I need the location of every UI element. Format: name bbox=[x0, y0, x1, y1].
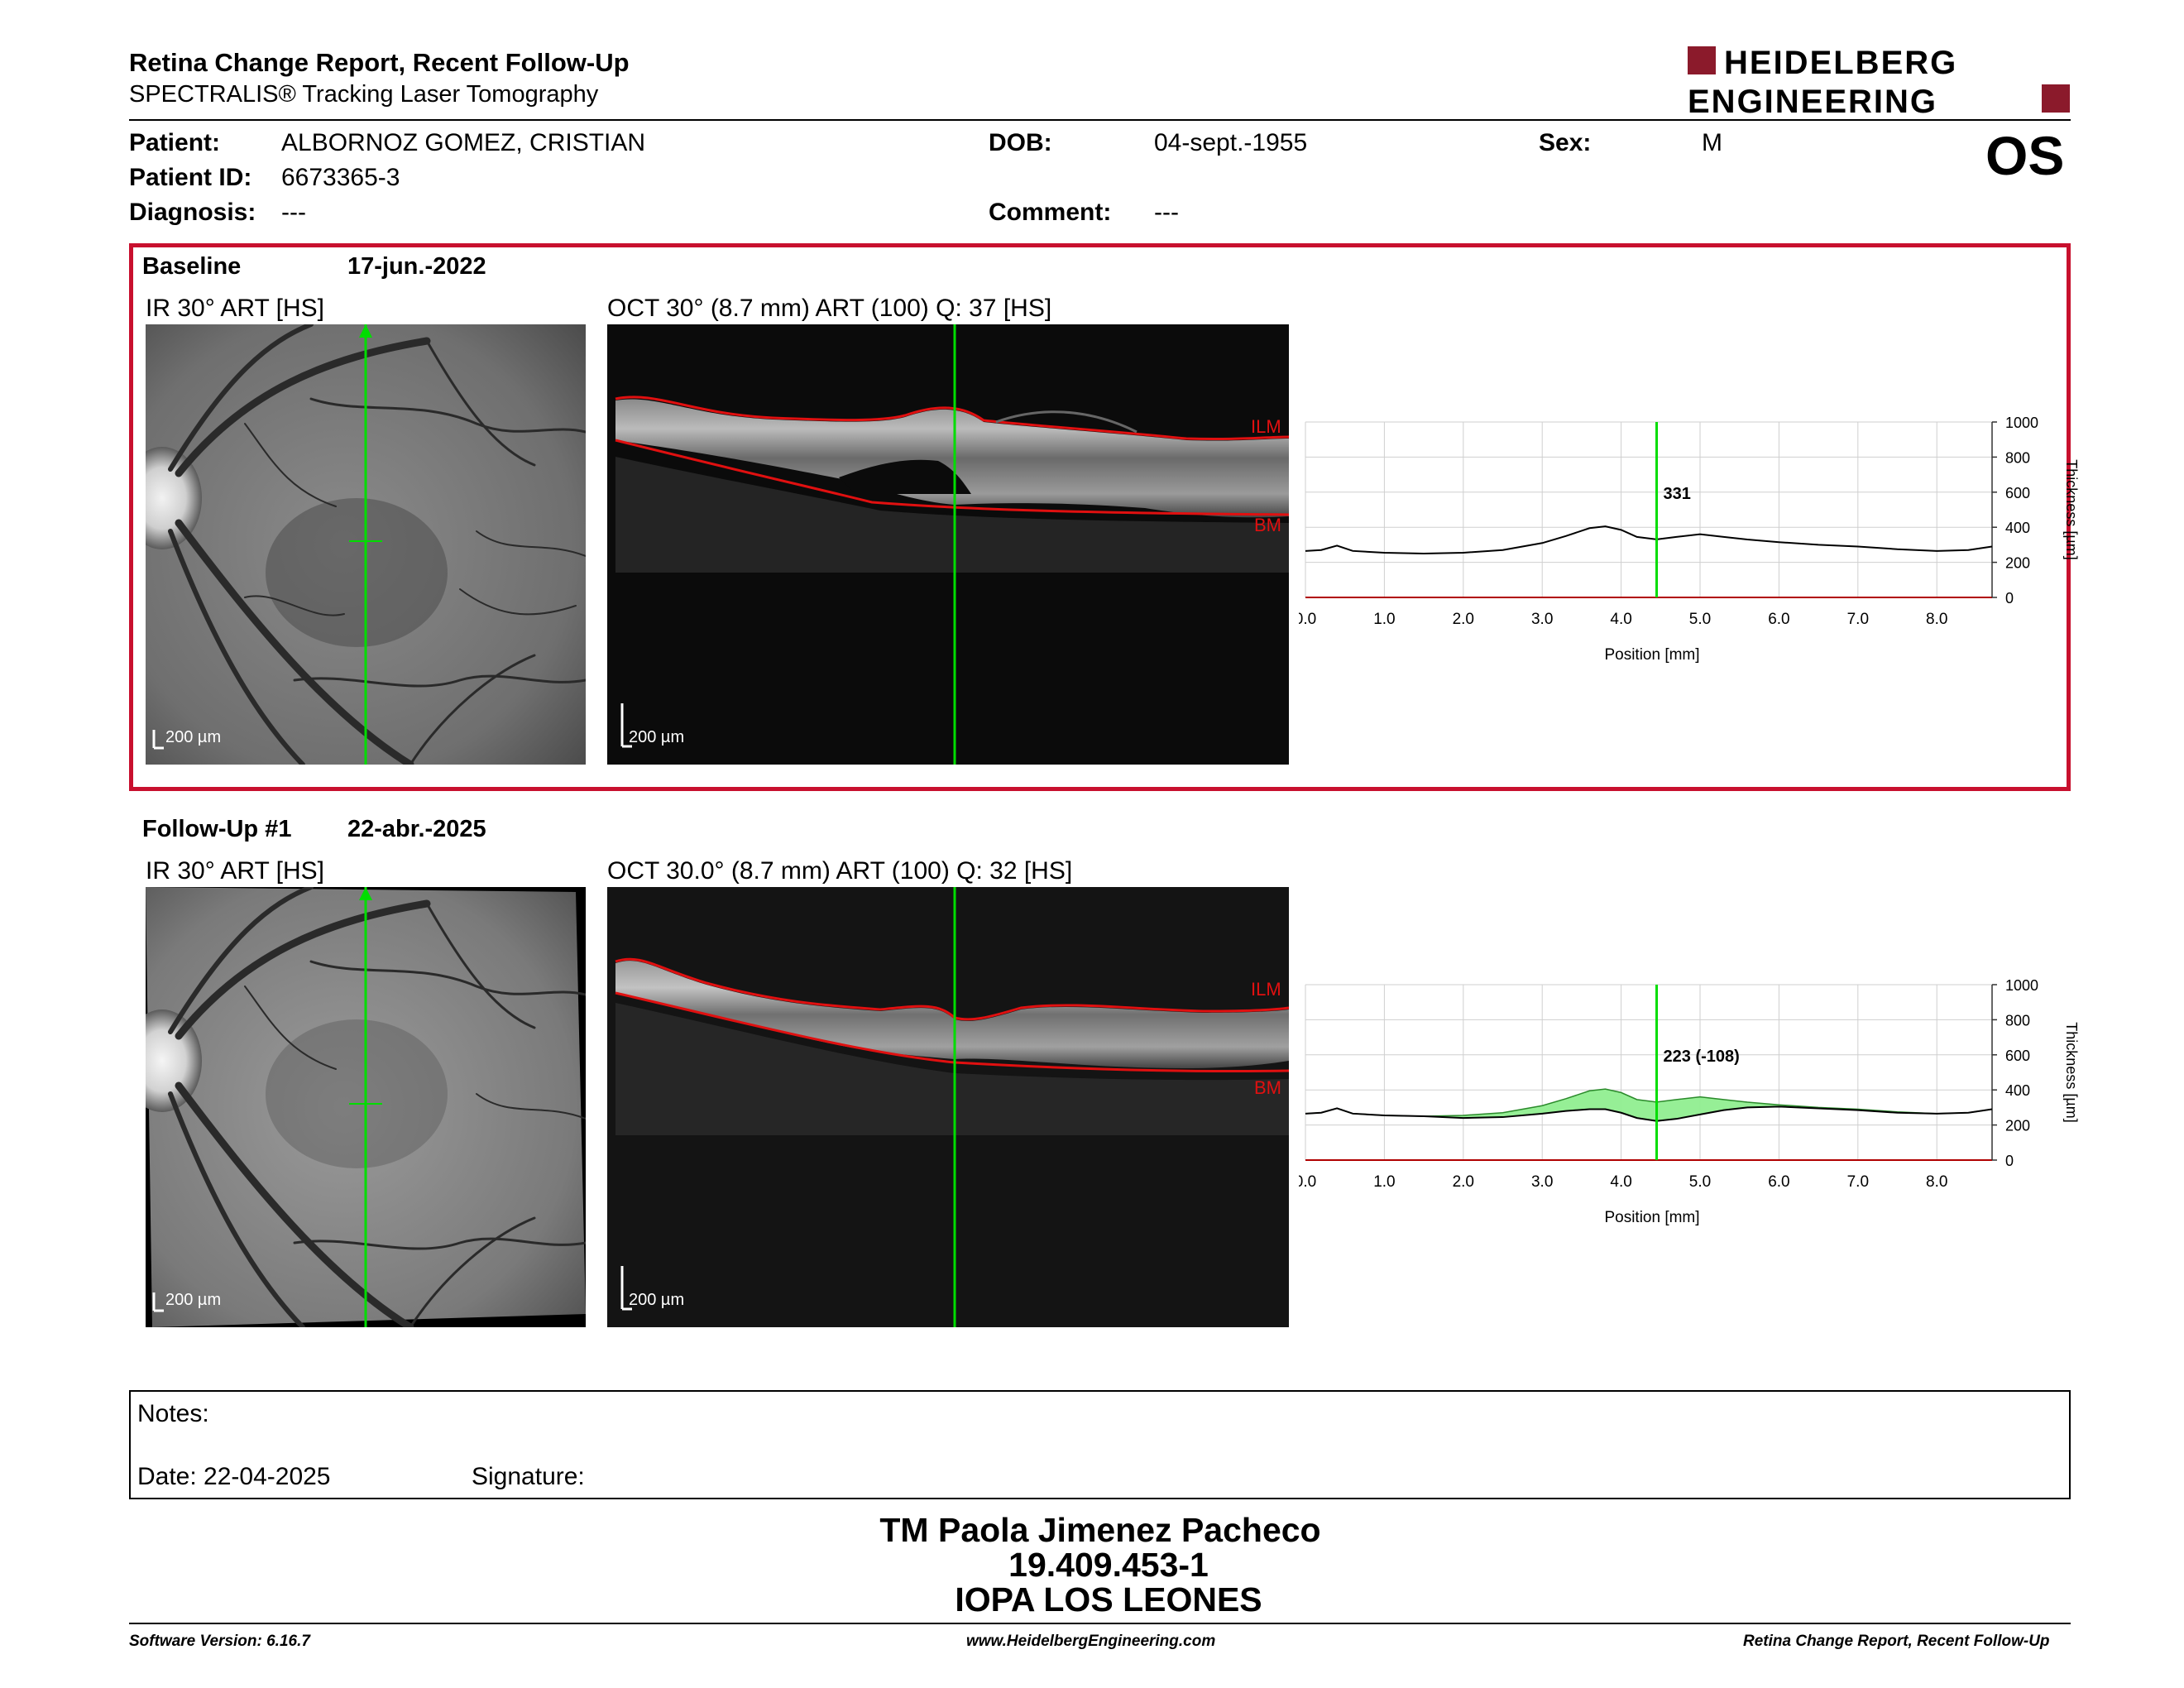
baseline-oct-caption: OCT 30° (8.7 mm) ART (100) Q: 37 [HS] bbox=[607, 295, 1052, 322]
signer-id: 19.409.453-1 bbox=[1008, 1546, 1209, 1584]
x-tick-label: 0.0 bbox=[1299, 1173, 1316, 1191]
x-tick-label: 3.0 bbox=[1531, 1173, 1553, 1191]
y-tick-label: 400 bbox=[2005, 1082, 2030, 1099]
sex-value: M bbox=[1702, 129, 1722, 156]
signature-label: Signature: bbox=[472, 1463, 585, 1490]
x-tick-label: 0.0 bbox=[1299, 611, 1316, 628]
x-tick-label: 7.0 bbox=[1847, 1173, 1869, 1191]
footer-website-link[interactable]: www.HeidelbergEngineering.com bbox=[966, 1633, 1216, 1650]
cursor-value-label: 223 (-108) bbox=[1664, 1048, 1740, 1066]
logo-line1: HEIDELBERG bbox=[1724, 45, 1957, 81]
x-tick-label: 8.0 bbox=[1926, 611, 1947, 628]
dob-value: 04-sept.-1955 bbox=[1154, 129, 1308, 156]
followup-ilm-label: ILM bbox=[1251, 979, 1281, 1000]
followup-oct-image: ILM BM 200 µm bbox=[607, 887, 1289, 1327]
followup-oct-scale: 200 µm bbox=[629, 1291, 685, 1309]
patient-name: ALBORNOZ GOMEZ, CRISTIAN bbox=[281, 129, 646, 156]
eye-label: OS bbox=[1985, 125, 2065, 186]
footer-report-name: Retina Change Report, Recent Follow-Up bbox=[1743, 1633, 2050, 1650]
notes-label: Notes: bbox=[137, 1400, 209, 1427]
x-tick-label: 2.0 bbox=[1453, 1173, 1474, 1191]
x-tick-label: 1.0 bbox=[1373, 611, 1395, 628]
x-tick-label: 8.0 bbox=[1926, 1173, 1947, 1191]
x-axis-label: Position [mm] bbox=[1604, 646, 1699, 664]
baseline-label: Baseline bbox=[142, 253, 242, 280]
cursor-value-label: 331 bbox=[1664, 485, 1691, 503]
patient-id: 6673365-3 bbox=[281, 164, 400, 191]
baseline-thickness-chart: 0.0 1.0 2.0 3.0 4.0 5.0 6.0 7.0 8.0 0 200 400 600 800… bbox=[1299, 415, 2080, 664]
followup-label: Follow-Up #1 bbox=[142, 816, 292, 842]
followup-ir-image: 200 µm bbox=[146, 887, 586, 1327]
report-title: Retina Change Report, Recent Follow-Up bbox=[129, 48, 630, 77]
followup-ir-caption: IR 30° ART [HS] bbox=[146, 857, 324, 885]
notes-box: Notes: Date: 22-04-2025 Signature: bbox=[129, 1390, 2071, 1499]
report-subtitle: SPECTRALIS® Tracking Laser Tomography bbox=[129, 81, 599, 108]
x-tick-label: 5.0 bbox=[1689, 1173, 1711, 1191]
heidelberg-logo: HEIDELBERG ENGINEERING bbox=[1688, 43, 2071, 120]
baseline-oct-scale: 200 µm bbox=[629, 728, 685, 746]
comment-label: Comment: bbox=[989, 199, 1112, 226]
y-axis-label: Thickness [µm] bbox=[2063, 1022, 2080, 1122]
baseline-date: 17-jun.-2022 bbox=[347, 253, 486, 280]
logo-line2: ENGINEERING bbox=[1688, 84, 1937, 119]
y-tick-label: 800 bbox=[2005, 449, 2030, 466]
followup-bm-label: BM bbox=[1254, 1077, 1281, 1098]
y-tick-label: 800 bbox=[2005, 1012, 2030, 1029]
baseline-ir-scale: 200 µm bbox=[165, 728, 222, 746]
followup-oct-caption: OCT 30.0° (8.7 mm) ART (100) Q: 32 [HS] bbox=[607, 857, 1073, 885]
followup-date: 22-abr.-2025 bbox=[347, 816, 486, 842]
comment-value: --- bbox=[1154, 199, 1179, 226]
x-tick-label: 7.0 bbox=[1847, 611, 1869, 628]
x-axis-label: Position [mm] bbox=[1604, 1209, 1699, 1226]
dob-label: DOB: bbox=[989, 129, 1052, 156]
patient-name-label: Patient: bbox=[129, 129, 221, 156]
baseline-ilm-label: ILM bbox=[1251, 416, 1281, 437]
y-tick-label: 200 bbox=[2005, 555, 2030, 572]
baseline-bm-label: BM bbox=[1254, 515, 1281, 535]
followup-ir-scale: 200 µm bbox=[165, 1291, 222, 1309]
diagnosis-value: --- bbox=[281, 199, 306, 226]
notes-date: Date: 22-04-2025 bbox=[137, 1463, 331, 1490]
thickness-line bbox=[1305, 525, 1993, 555]
followup-thickness-chart: 0.0 1.0 2.0 3.0 4.0 5.0 6.0 7.0 8.0 0 200 400 600 800… bbox=[1299, 977, 2080, 1226]
y-tick-label: 1000 bbox=[2005, 415, 2038, 431]
x-tick-label: 5.0 bbox=[1689, 611, 1711, 628]
baseline-oct-image: ILM BM 200 µm bbox=[607, 324, 1289, 765]
signer-org: IOPA LOS LEONES bbox=[955, 1580, 1262, 1618]
patient-id-label: Patient ID: bbox=[129, 164, 252, 191]
baseline-ir-caption: IR 30° ART [HS] bbox=[146, 295, 324, 322]
x-tick-label: 4.0 bbox=[1610, 611, 1631, 628]
baseline-ir-image: 200 µm bbox=[146, 324, 586, 765]
y-tick-label: 400 bbox=[2005, 520, 2030, 536]
baseline-panel bbox=[129, 243, 2071, 791]
y-axis-label: Thickness [µm] bbox=[2063, 459, 2080, 559]
x-tick-label: 4.0 bbox=[1610, 1173, 1631, 1191]
y-tick-label: 600 bbox=[2005, 485, 2030, 501]
footer-software-version: Software Version: 6.16.7 bbox=[129, 1633, 310, 1650]
y-tick-label: 600 bbox=[2005, 1048, 2030, 1064]
y-tick-label: 0 bbox=[2005, 1153, 2014, 1169]
x-tick-label: 3.0 bbox=[1531, 611, 1553, 628]
sex-label: Sex: bbox=[1539, 129, 1592, 156]
x-tick-label: 1.0 bbox=[1373, 1173, 1395, 1191]
diagnosis-label: Diagnosis: bbox=[129, 199, 256, 226]
thickness-change-area bbox=[1305, 1089, 1992, 1121]
y-tick-label: 1000 bbox=[2005, 977, 2038, 994]
y-tick-label: 0 bbox=[2005, 590, 2014, 607]
x-tick-label: 6.0 bbox=[1768, 1173, 1789, 1191]
y-tick-label: 200 bbox=[2005, 1118, 2030, 1134]
thickness-line bbox=[1305, 1105, 1993, 1122]
signer-name: TM Paola Jimenez Pacheco bbox=[879, 1511, 1321, 1549]
x-tick-label: 2.0 bbox=[1453, 611, 1474, 628]
x-tick-label: 6.0 bbox=[1768, 611, 1789, 628]
